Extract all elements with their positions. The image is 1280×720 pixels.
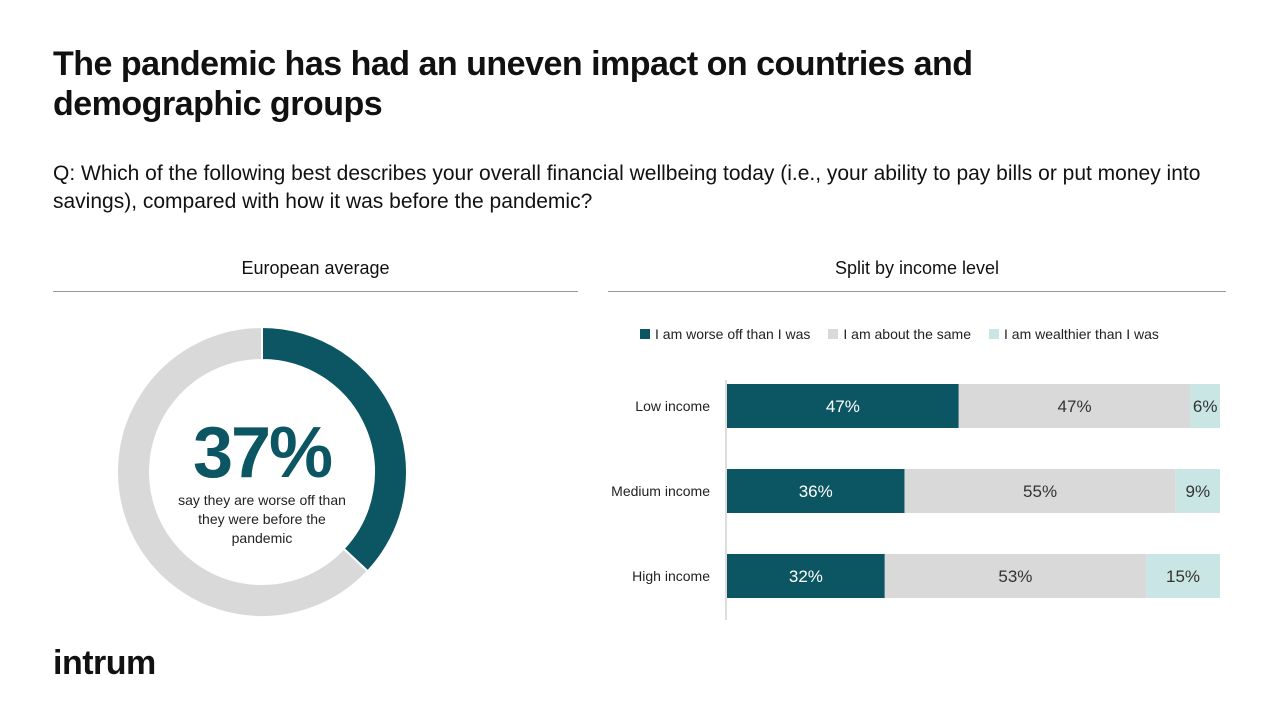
donut-caption: say they are worse off than they were be…	[178, 492, 346, 546]
legend-swatch-wealthier	[989, 329, 1000, 339]
bar-data-label: 55%	[1023, 482, 1057, 501]
big-percentage: 37%	[192, 413, 333, 493]
bar-data-label: 47%	[1058, 397, 1092, 416]
legend-item-wealthier: I am wealthier than I was	[989, 326, 1159, 342]
european-average-heading: European average	[53, 258, 578, 292]
legend-label-wealthier: I am wealthier than I was	[1004, 326, 1159, 342]
intrum-logo: intrum	[53, 644, 156, 682]
bar-data-label: 53%	[998, 567, 1032, 586]
legend-item-same: I am about the same	[828, 326, 971, 342]
bar-data-label: 47%	[826, 397, 860, 416]
legend-swatch-same	[828, 329, 839, 339]
legend-item-worse: I am worse off than I was	[640, 326, 810, 342]
bar-data-label: 9%	[1186, 482, 1211, 501]
income-bar-chart: Low income 47% 47% 6% Medium income 36% 55% 9% H…	[611, 380, 1220, 620]
donut-svg	[117, 327, 407, 617]
page-title: The pandemic has had an uneven impact on…	[53, 45, 973, 123]
legend-label-same: I am about the same	[843, 326, 972, 342]
category-label: Low income	[635, 398, 710, 414]
legend-swatch-worse	[640, 329, 650, 339]
survey-question: Q: Which of the following best describes…	[53, 162, 1201, 213]
bar-data-label: 15%	[1166, 567, 1200, 586]
bar-segment-wealthier	[1190, 384, 1220, 428]
bar-segment-worse	[727, 384, 959, 428]
donut-slice-other	[117, 327, 370, 617]
bar-data-label: 32%	[789, 567, 823, 586]
income-split-heading: Split by income level	[608, 258, 1226, 292]
bar-segment-worse	[727, 469, 905, 513]
category-label: High income	[632, 568, 710, 584]
bar-data-label: 36%	[799, 482, 833, 501]
bar-segment-wealthier	[1146, 554, 1220, 598]
bar-legend: I am worse off than I was I am about the…	[640, 326, 1230, 342]
donut-center: 37% say they are worse off than they wer…	[172, 415, 352, 548]
bar-segment-same	[958, 384, 1191, 428]
bar-segment-wealthier	[1175, 469, 1220, 513]
bar-segment-same	[904, 469, 1176, 513]
bar-data-label: 6%	[1193, 397, 1218, 416]
bar-segment-same	[884, 554, 1147, 598]
donut-chart: 37% say they are worse off than they wer…	[117, 327, 407, 617]
bar-segment-worse	[727, 554, 885, 598]
category-label: Medium income	[611, 483, 710, 499]
legend-label-worse: I am worse off than I was	[655, 326, 811, 342]
